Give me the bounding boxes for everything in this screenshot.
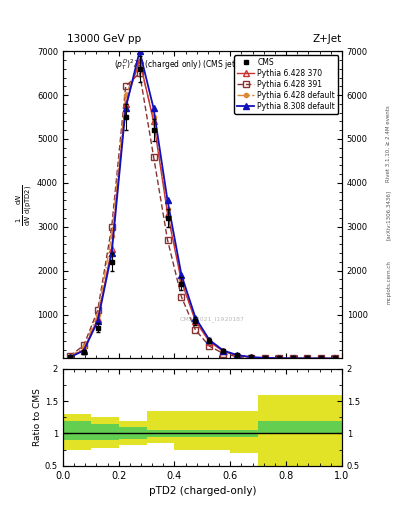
Text: Rivet 3.1.10, ≥ 2.4M events: Rivet 3.1.10, ≥ 2.4M events [386,105,391,182]
Text: $(p_T^D)^2\lambda_0^2$ (charged only) (CMS jet substructure): $(p_T^D)^2\lambda_0^2$ (charged only) (C… [114,57,290,72]
Text: 13000 GeV pp: 13000 GeV pp [67,33,141,44]
Y-axis label: Ratio to CMS: Ratio to CMS [33,388,42,446]
Text: CMS_2021_I1920187: CMS_2021_I1920187 [180,316,245,322]
X-axis label: pTD2 (charged-only): pTD2 (charged-only) [149,486,256,496]
Legend: CMS, Pythia 6.428 370, Pythia 6.428 391, Pythia 6.428 default, Pythia 8.308 defa: CMS, Pythia 6.428 370, Pythia 6.428 391,… [234,55,338,114]
Text: mcplots.cern.ch: mcplots.cern.ch [386,260,391,304]
Text: Z+Jet: Z+Jet [313,33,342,44]
Y-axis label: $\frac{1}{\mathrm{d}N}\,\frac{\mathrm{d}N}{\mathrm{d(pTD2)}}$: $\frac{1}{\mathrm{d}N}\,\frac{\mathrm{d}… [14,184,34,226]
Text: [arXiv:1306.3436]: [arXiv:1306.3436] [386,190,391,240]
